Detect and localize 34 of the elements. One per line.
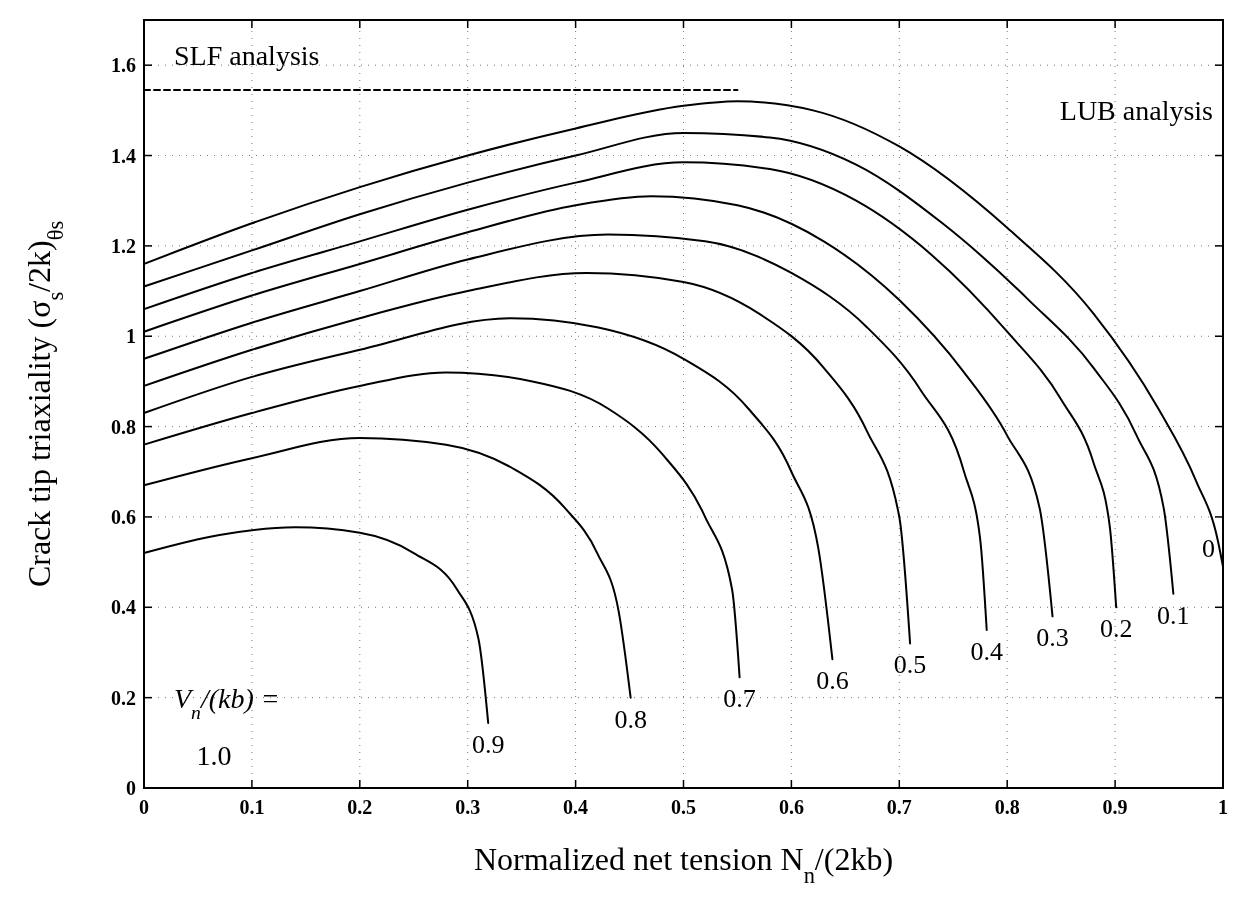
y-tick-label: 1 [126, 325, 136, 348]
y-tick-label: 0.2 [111, 686, 136, 709]
y-tick-label: 1.4 [111, 144, 136, 167]
y-tick-label: 1.2 [111, 234, 136, 257]
series-label: 0.8 [614, 704, 647, 734]
annotation: V$_{n}$/(kb) = [174, 682, 280, 723]
y-tick-label: 0.8 [111, 415, 136, 438]
x-tick-label: 0.8 [994, 796, 1020, 818]
series-label: 0 [1202, 533, 1215, 563]
series-label: 0.6 [816, 666, 849, 696]
x-tick-label: 0.9 [1102, 796, 1128, 818]
x-tick-label: 1 [1218, 796, 1228, 818]
x-tick-label: 0.1 [239, 796, 265, 818]
x-tick-label: 0.3 [455, 796, 481, 818]
y-tick-label: 0.6 [111, 505, 136, 528]
y-tick-label: 1.6 [111, 54, 136, 77]
series-label: 0.5 [893, 650, 927, 680]
x-tick-label: 0.2 [347, 796, 373, 818]
series-label: 0.3 [1036, 623, 1069, 653]
x-tick-label: 0.5 [671, 796, 696, 818]
series-label: 0.9 [471, 729, 505, 759]
series-label: 0.7 [723, 684, 756, 714]
legend-label: 0.1 [1157, 600, 1190, 630]
y-tick-label: 0.4 [111, 596, 136, 619]
annotation: 1.0 [196, 740, 232, 772]
x-tick-label: 0.4 [563, 796, 589, 818]
annotation: LUB analysis [1059, 95, 1213, 126]
series-label: 0.2 [1099, 614, 1133, 644]
series-label: 0.4 [970, 636, 1003, 666]
y-tick-label: 0 [126, 777, 136, 799]
x-tick-label: 0.6 [778, 796, 804, 818]
annotation: SLF analysis [174, 40, 320, 71]
x-axis-title: Normalized net tension N$_{n}$/(2kb) [473, 841, 894, 888]
x-tick-label: 0.7 [886, 796, 912, 818]
